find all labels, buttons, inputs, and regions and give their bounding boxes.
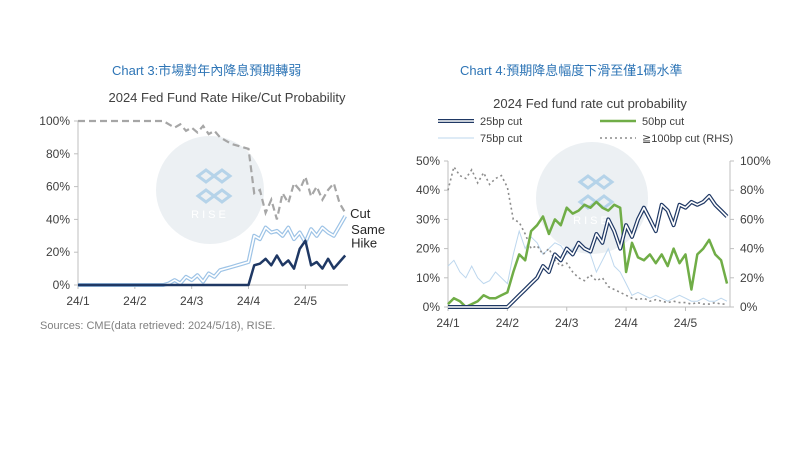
- right-tick-label: 0%: [740, 300, 758, 314]
- x-tick-label: 24/1: [66, 294, 90, 308]
- chart3-title: 2024 Fed Fund Rate Hike/Cut Probability: [108, 90, 346, 105]
- chart3-plot: 2024 Fed Fund Rate Hike/Cut Probability …: [39, 90, 385, 308]
- series-label-same: Same: [351, 222, 385, 237]
- series-1-line: [447, 200, 729, 309]
- legend-label: ≧100bp cut (RHS): [642, 133, 733, 145]
- x-tick-label: 24/3: [180, 294, 204, 308]
- legend-label: 75bp cut: [480, 133, 522, 145]
- legend-label: 50bp cut: [642, 116, 684, 128]
- x-tick-label: 24/4: [614, 316, 638, 330]
- x-tick-label: 24/5: [674, 316, 698, 330]
- chart4-heading: Chart 4:預期降息幅度下滑至僅1碼水準: [460, 63, 683, 78]
- watermark-icon: [195, 168, 233, 204]
- chart4-watermark: RISE: [536, 142, 648, 254]
- left-tick-label: 10%: [416, 271, 440, 285]
- x-tick-label: 24/2: [123, 294, 147, 308]
- y-tick-label: 100%: [39, 114, 70, 128]
- y-tick-label: 0%: [53, 278, 71, 292]
- right-tick-label: 60%: [740, 212, 764, 226]
- watermark-logo-text: RISE: [191, 209, 229, 221]
- x-tick-label: 24/5: [294, 294, 318, 308]
- right-tick-label: 20%: [740, 271, 764, 285]
- y-tick-label: 60%: [46, 180, 70, 194]
- y-tick-label: 40%: [46, 212, 70, 226]
- chart3-watermark: RISE: [156, 136, 264, 244]
- watermark-circle: [156, 136, 264, 244]
- source-note: Sources: CME(data retrieved: 2024/5/18),…: [40, 320, 276, 332]
- left-tick-label: 50%: [416, 154, 440, 168]
- right-tick-label: 80%: [740, 183, 764, 197]
- y-tick-label: 80%: [46, 147, 70, 161]
- chart3-heading: Chart 3:市場對年內降息預期轉弱: [112, 63, 302, 78]
- series-label-cut: Cut: [350, 206, 371, 221]
- series-label-hike: Hike: [351, 235, 377, 250]
- chart4-plot: 2024 Fed fund rate cut probability RISE …: [416, 96, 771, 330]
- x-tick-label: 24/1: [436, 316, 460, 330]
- y-tick-label: 20%: [46, 245, 70, 259]
- x-tick-label: 24/4: [237, 294, 261, 308]
- left-tick-label: 0%: [423, 300, 441, 314]
- series-cut-line: [78, 119, 347, 220]
- right-tick-label: 40%: [740, 242, 764, 256]
- x-tick-label: 24/3: [555, 316, 579, 330]
- legend-label: 25bp cut: [480, 116, 522, 128]
- right-tick-label: 100%: [740, 154, 771, 168]
- chart4-title: 2024 Fed fund rate cut probability: [493, 96, 687, 111]
- series-0-line: [448, 195, 728, 308]
- watermark-logo-text: RISE: [573, 215, 611, 227]
- x-tick-label: 24/2: [496, 316, 520, 330]
- left-tick-label: 40%: [416, 183, 440, 197]
- series-hike-line: [78, 239, 347, 287]
- left-tick-label: 20%: [416, 242, 440, 256]
- left-tick-label: 30%: [416, 212, 440, 226]
- series-3-line: [447, 164, 727, 305]
